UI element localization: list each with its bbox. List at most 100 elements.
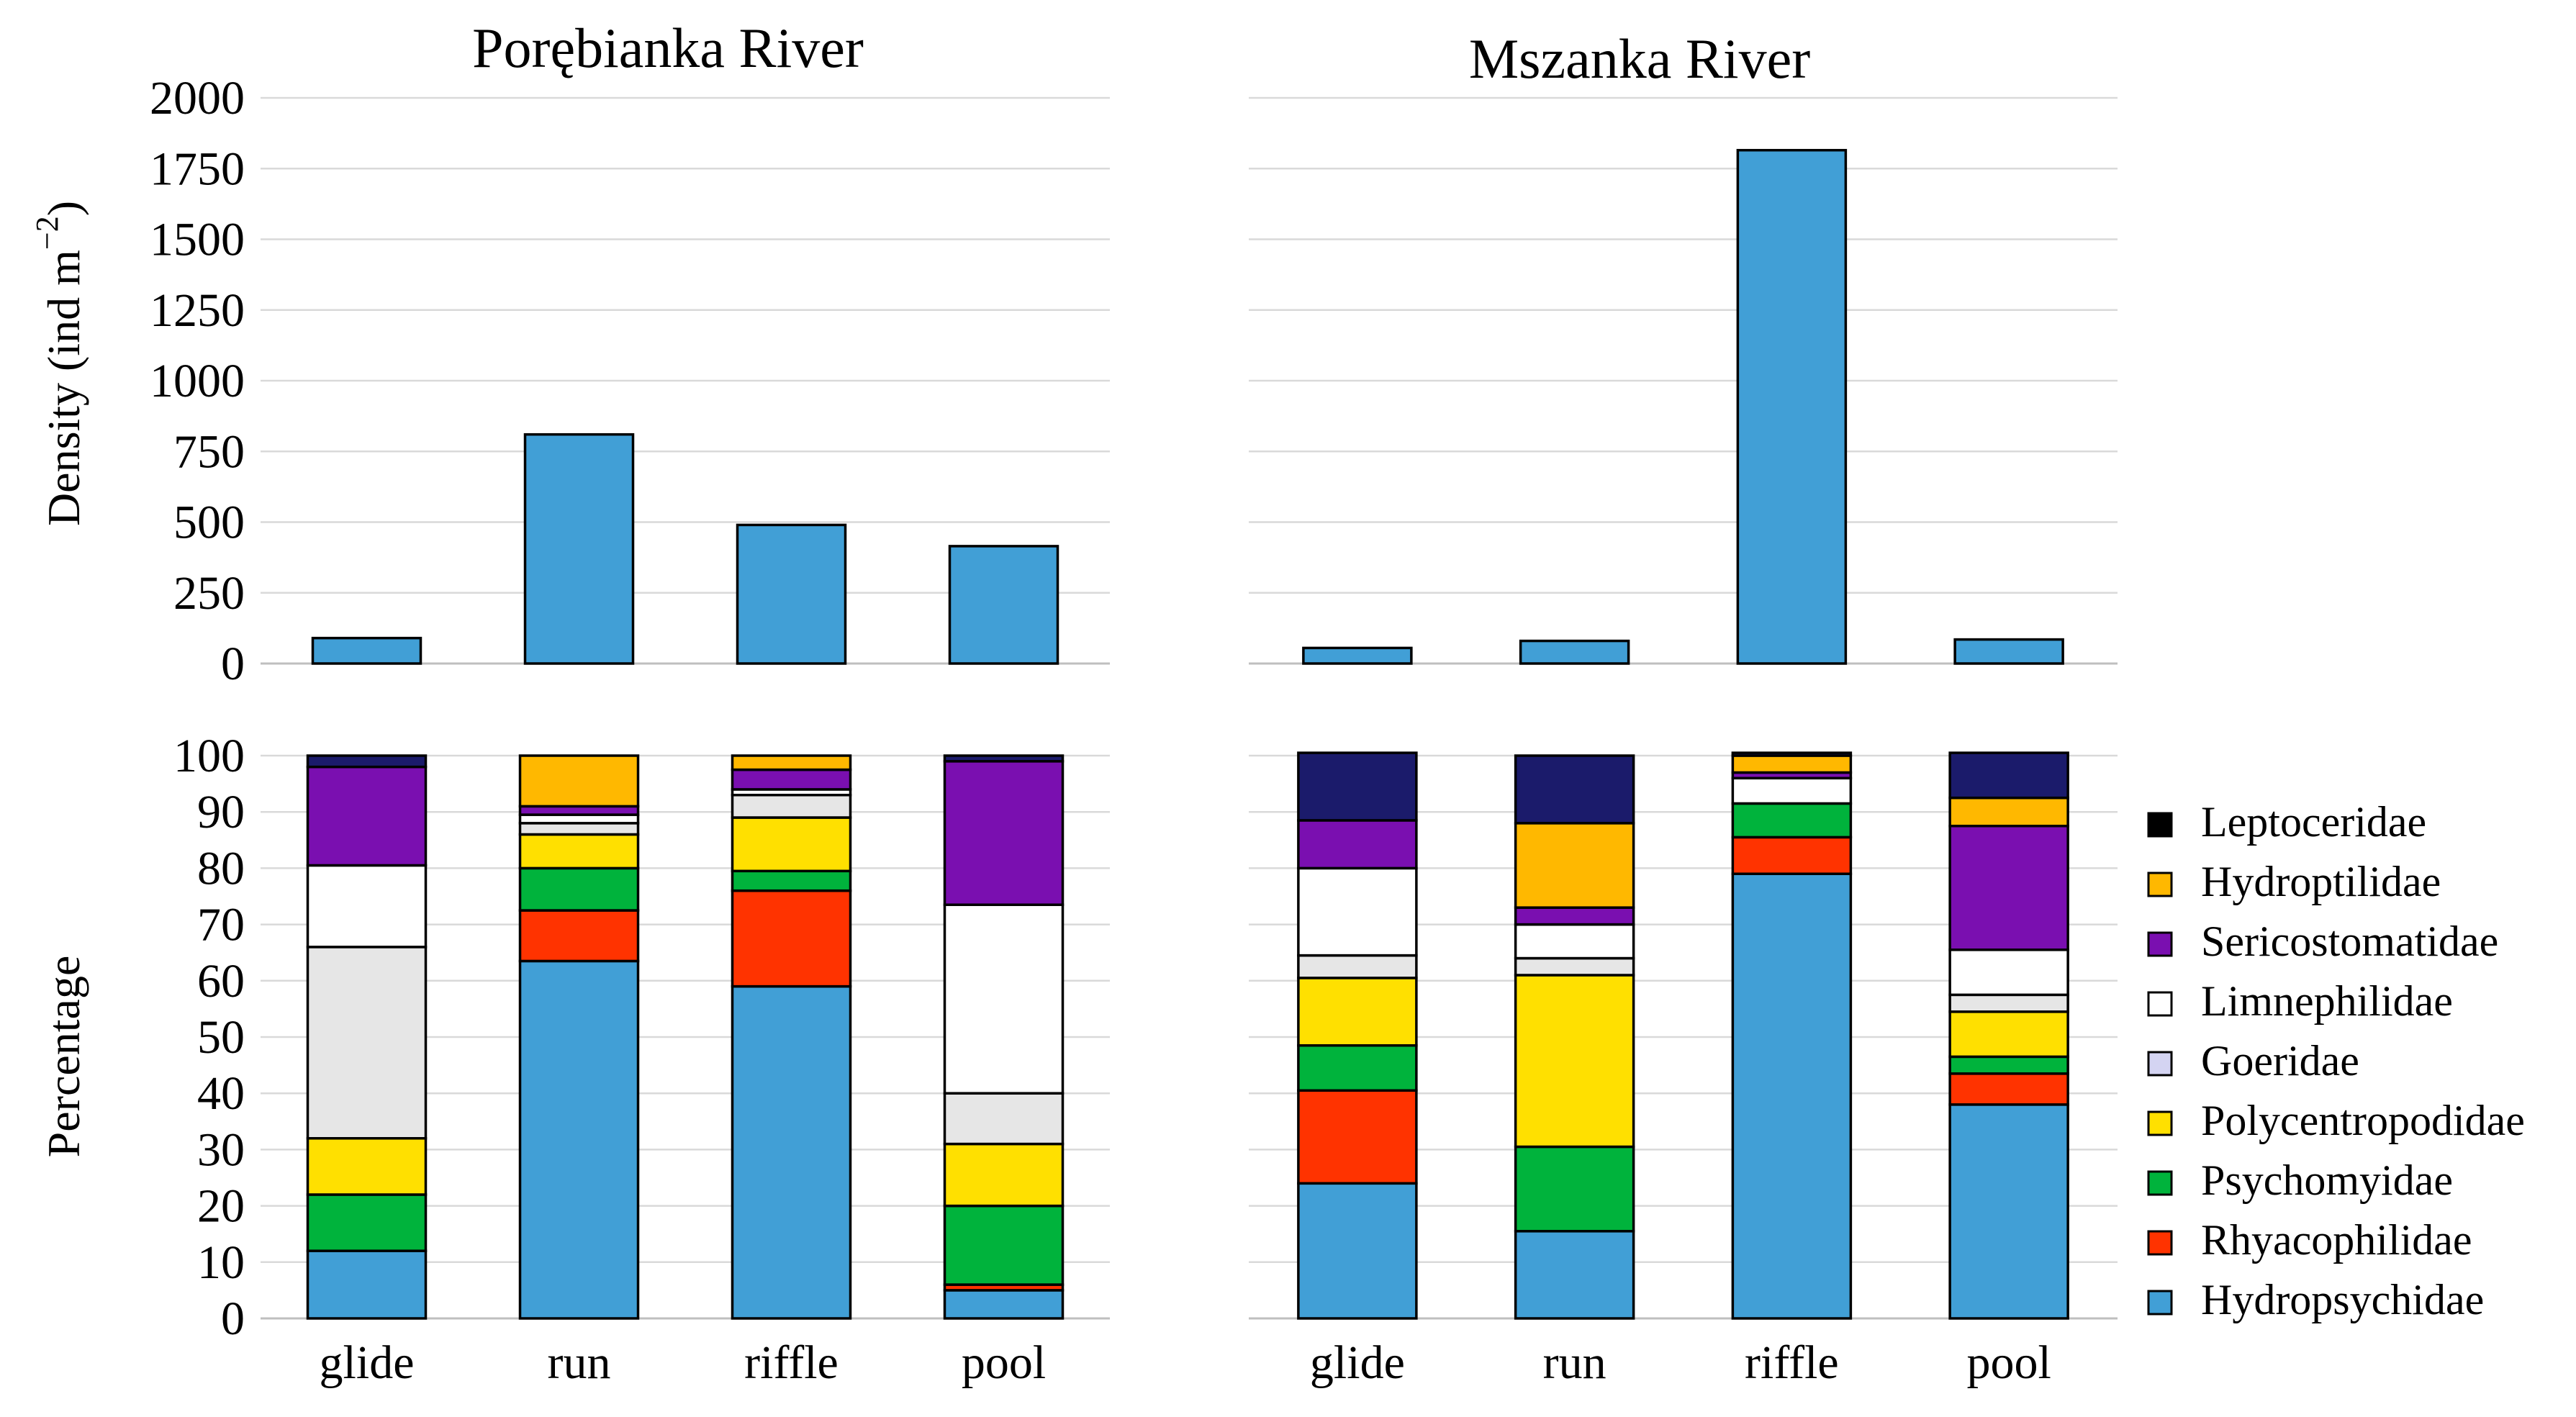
density-bar-porebianka-pool — [948, 545, 1059, 665]
percentage-y-tick-label: 50 — [197, 1011, 245, 1064]
percentage-y-tick-label: 40 — [197, 1067, 245, 1120]
percentage-y-tick-label: 100 — [173, 730, 245, 782]
density-y-tick-label: 2000 — [150, 72, 245, 125]
stack-segment-mszanka-run-psychomyidae — [1514, 1145, 1635, 1233]
legend: Leptoceridae Hydroptilidae Sericostomatida… — [2147, 798, 2525, 1323]
stack-segment-porebianka-pool-leptoceridae — [943, 754, 1065, 763]
legend-label-goeridae: Goeridae — [2201, 1037, 2359, 1085]
legend-label-limnephilidae: Limnephilidae — [2201, 977, 2453, 1025]
x-category-label-porebianka-riffle: riffle — [744, 1336, 839, 1389]
legend-label-leptoceridae: Leptoceridae — [2201, 798, 2426, 846]
stack-segment-porebianka-riffle-rhyacophilidae — [731, 889, 852, 988]
stack-segment-porebianka-riffle-hydropsychidae — [731, 984, 852, 1320]
stack-segment-porebianka-riffle-hydroptilidae — [731, 754, 852, 771]
legend-label-psychomyidae: Psychomyidae — [2201, 1156, 2453, 1204]
density-y-tick-label: 1250 — [150, 284, 245, 337]
density-y-tick-label: 750 — [173, 425, 245, 478]
stack-segment-porebianka-glide-leptoceridae — [306, 754, 428, 769]
legend-swatch-psychomyidae — [2147, 1170, 2173, 1196]
legend-label-sericostomatidae: Sericostomatidae — [2201, 918, 2498, 965]
stack-segment-mszanka-run-hydropsychidae — [1514, 1230, 1635, 1320]
stack-segment-porebianka-pool-psychomyidae — [943, 1204, 1065, 1286]
density-y-tick-label: 0 — [221, 638, 245, 690]
legend-swatch-polycentropodidae — [2147, 1110, 2173, 1136]
stack-segment-porebianka-run-hydroptilidae — [518, 754, 640, 808]
stack-segment-porebianka-riffle-sericostomatidae — [731, 768, 852, 791]
stack-segment-porebianka-run-rhyacophilidae — [518, 909, 640, 963]
stack-segment-porebianka-run-goeridae — [518, 822, 640, 836]
legend-swatch-hydropsychidae — [2147, 1290, 2173, 1316]
stack-segment-mszanka-pool-leptoceridae — [1948, 751, 2069, 800]
percentage-y-tick-label: 20 — [197, 1180, 245, 1233]
legend-label-hydropsychidae: Hydropsychidae — [2201, 1276, 2484, 1323]
density-bar-mszanka-riffle — [1736, 148, 1848, 665]
stack-segment-mszanka-pool-limnephilidae — [1948, 949, 2069, 997]
percentage-y-tick-label: 0 — [221, 1292, 245, 1345]
density-y-tick-label: 500 — [173, 497, 245, 549]
x-category-label-porebianka-run: run — [548, 1336, 611, 1389]
stack-segment-mszanka-pool-hydropsychidae — [1948, 1103, 2069, 1320]
percentage-y-axis-label: Percentage — [38, 956, 89, 1158]
density-y-tick-label: 1750 — [150, 142, 245, 195]
density-y-axis-label: Density (ind m−2) — [30, 201, 89, 526]
panel-title-porebianka: Porębianka River — [472, 17, 864, 79]
stack-segment-mszanka-pool-hydroptilidae — [1948, 796, 2069, 828]
stack-segment-mszanka-run-sericostomatidae — [1514, 906, 1635, 926]
percentage-y-tick-label: 70 — [197, 899, 245, 951]
stack-segment-mszanka-glide-limnephilidae — [1297, 866, 1418, 957]
stack-segment-porebianka-run-hydropsychidae — [518, 959, 640, 1320]
stack-segment-mszanka-riffle-rhyacophilidae — [1731, 836, 1853, 875]
stack-segment-mszanka-pool-rhyacophilidae — [1948, 1072, 2069, 1106]
stack-segment-mszanka-run-hydroptilidae — [1514, 822, 1635, 909]
category-labels: glide run riffle pool glide run riffle pool — [320, 1336, 2051, 1389]
stack-segment-mszanka-glide-hydropsychidae — [1297, 1182, 1418, 1320]
x-category-label-mszanka-glide: glide — [1310, 1336, 1405, 1389]
density-bar-mszanka-run — [1519, 639, 1630, 665]
stack-segment-porebianka-glide-psychomyidae — [306, 1193, 428, 1252]
stack-segment-mszanka-glide-goeridae — [1297, 954, 1418, 979]
legend-label-rhyacophilidae: Rhyacophilidae — [2201, 1216, 2472, 1264]
stack-segment-mszanka-run-limnephilidae — [1514, 923, 1635, 960]
density-bar-mszanka-pool — [1953, 638, 2064, 665]
density-bar-porebianka-glide — [311, 636, 422, 665]
stack-segment-mszanka-pool-sericostomatidae — [1948, 825, 2069, 951]
stack-segment-porebianka-glide-sericostomatidae — [306, 765, 428, 867]
stack-segment-porebianka-pool-hydropsychidae — [943, 1289, 1065, 1320]
legend-label-hydroptilidae: Hydroptilidae — [2201, 858, 2441, 905]
stack-segment-mszanka-glide-leptoceridae — [1297, 751, 1418, 822]
stack-segment-mszanka-glide-rhyacophilidae — [1297, 1089, 1418, 1185]
density-bar-mszanka-glide — [1302, 646, 1413, 665]
stack-segment-porebianka-riffle-goeridae — [731, 793, 852, 819]
stack-segment-porebianka-glide-hydropsychidae — [306, 1249, 428, 1320]
stack-segment-porebianka-glide-limnephilidae — [306, 864, 428, 949]
stack-segment-mszanka-run-polycentropodidae — [1514, 974, 1635, 1149]
stack-segment-mszanka-riffle-hydroptilidae — [1731, 754, 1853, 774]
legend-swatch-limnephilidae — [2147, 991, 2173, 1017]
density-y-tick-label: 250 — [173, 567, 245, 620]
stack-segment-mszanka-run-leptoceridae — [1514, 754, 1635, 825]
stack-segment-porebianka-glide-polycentropodidae — [306, 1137, 428, 1196]
stack-segment-mszanka-riffle-hydropsychidae — [1731, 872, 1853, 1320]
legend-swatch-sericostomatidae — [2147, 931, 2173, 957]
percentage-y-tick-label: 80 — [197, 842, 245, 895]
percentage-y-tick-label: 90 — [197, 786, 245, 838]
stack-segment-porebianka-pool-goeridae — [943, 1092, 1065, 1146]
density-bar-porebianka-run — [523, 433, 635, 665]
stack-segment-mszanka-glide-sericostomatidae — [1297, 819, 1418, 870]
stack-segment-mszanka-riffle-leptoceridae — [1731, 751, 1853, 757]
stack-segment-mszanka-riffle-psychomyidae — [1731, 802, 1853, 839]
stack-segment-porebianka-pool-limnephilidae — [943, 903, 1065, 1095]
bars — [306, 148, 2069, 1320]
density-y-tick-label: 1500 — [150, 214, 245, 266]
percentage-y-tick-label: 30 — [197, 1123, 245, 1176]
density-bar-porebianka-riffle — [736, 523, 847, 665]
stack-segment-porebianka-run-sericostomatidae — [518, 805, 640, 816]
legend-swatch-leptoceridae — [2147, 812, 2173, 838]
x-category-label-mszanka-riffle: riffle — [1745, 1336, 1839, 1389]
stack-segment-porebianka-glide-goeridae — [306, 946, 428, 1140]
x-category-label-mszanka-pool: pool — [1966, 1336, 2051, 1389]
legend-swatch-rhyacophilidae — [2147, 1230, 2173, 1256]
stack-segment-mszanka-run-goeridae — [1514, 956, 1635, 977]
